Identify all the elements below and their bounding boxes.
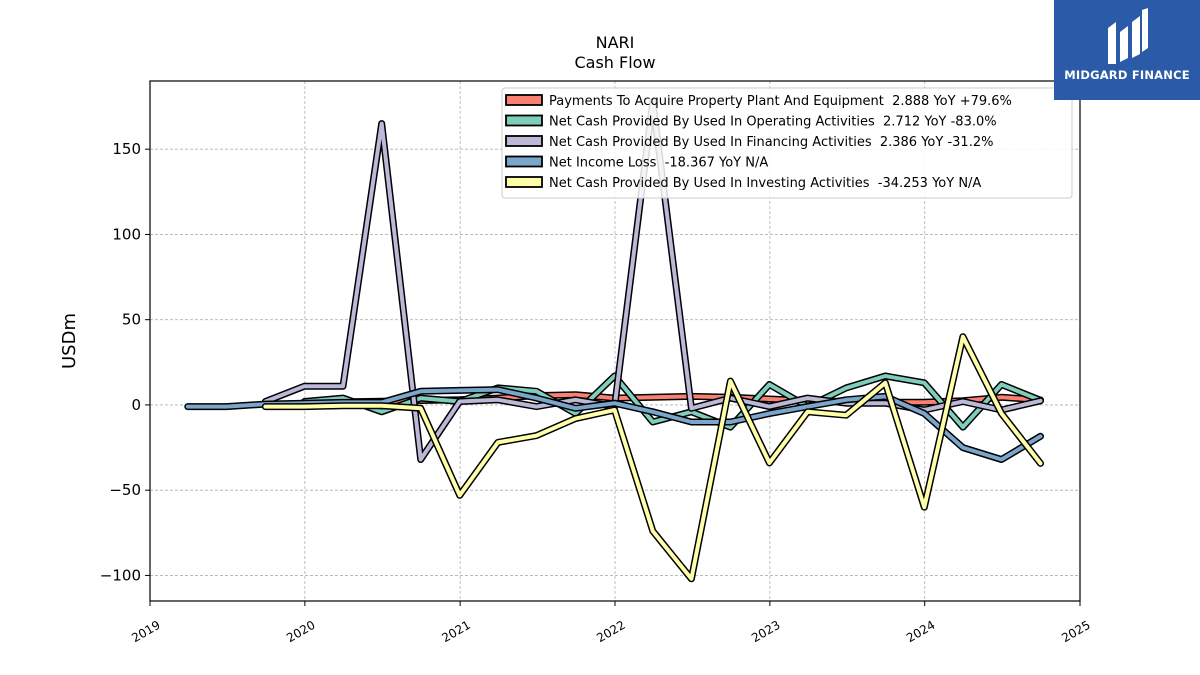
y-tick-label: 150 — [112, 140, 141, 158]
legend-swatch — [505, 155, 543, 168]
legend-box — [501, 87, 1073, 199]
legend-swatch — [505, 114, 543, 127]
y-tick-label: 100 — [112, 225, 141, 243]
chart-subtitle: Cash Flow — [574, 53, 655, 72]
series-core — [263, 334, 1043, 581]
y-tick-label: −50 — [109, 481, 141, 499]
y-tick-label: 50 — [122, 311, 141, 329]
legend-label: Net Cash Provided By Used In Financing A… — [549, 135, 993, 150]
chart-title: NARI — [596, 33, 635, 52]
y-axis-label: USDm — [59, 313, 80, 369]
legend-label: Net Cash Provided By Used In Operating A… — [549, 115, 997, 130]
logo-mark-icon — [1108, 8, 1148, 64]
legend-swatch — [505, 94, 543, 106]
legend-label: Payments To Acquire Property Plant And E… — [549, 94, 1012, 109]
y-tick-label: 0 — [131, 396, 141, 414]
logo-text: MIDGARD FINANCE — [1064, 68, 1190, 82]
legend-swatch — [505, 176, 543, 188]
series-line-4 — [261, 333, 1044, 583]
legend-swatch — [505, 135, 543, 147]
brand-logo: MIDGARD FINANCE — [1054, 0, 1200, 100]
y-tick-label: −100 — [100, 566, 141, 584]
legend-label: Net Cash Provided By Used In Investing A… — [549, 176, 981, 191]
legend: Payments To Acquire Property Plant And E… — [501, 87, 1073, 199]
legend-label: Net Income Loss -18.367 YoY N/A — [549, 156, 768, 171]
